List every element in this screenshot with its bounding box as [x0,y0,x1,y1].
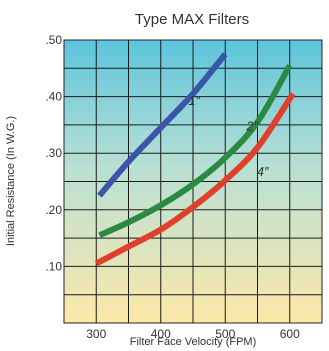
series-label-1in: 1″ [188,93,200,108]
y-axis-ticks: .10 .20 .30 .40 .50 [45,33,62,273]
series-labels: 1″ 2″ 4″ [188,93,269,179]
series-line-2in [98,63,293,239]
y-axis-label: Initial Resistance (In W.G.) [5,116,17,246]
series-lines [94,52,296,267]
y-tick-label: .20 [45,203,62,217]
x-tick-label: 400 [151,327,171,341]
x-tick-label: 600 [280,327,300,341]
x-tick-label: 500 [215,327,235,341]
series-line-4in [94,92,296,267]
chart-title: Type MAX Filters [135,11,249,28]
x-axis-ticks: 300 400 500 600 [86,327,300,341]
series-label-2in: 2″ [245,119,258,134]
grid [64,40,322,323]
y-tick-label: .30 [45,146,62,160]
x-tick-label: 300 [86,327,106,341]
y-tick-label: .40 [45,90,62,104]
series-label-4in: 4″ [257,164,269,179]
y-tick-label: .50 [45,33,62,47]
series-line-1in [97,52,228,198]
y-tick-label: .10 [45,259,62,273]
x-axis-label: Filter Face Velocity (FPM) [130,336,257,348]
